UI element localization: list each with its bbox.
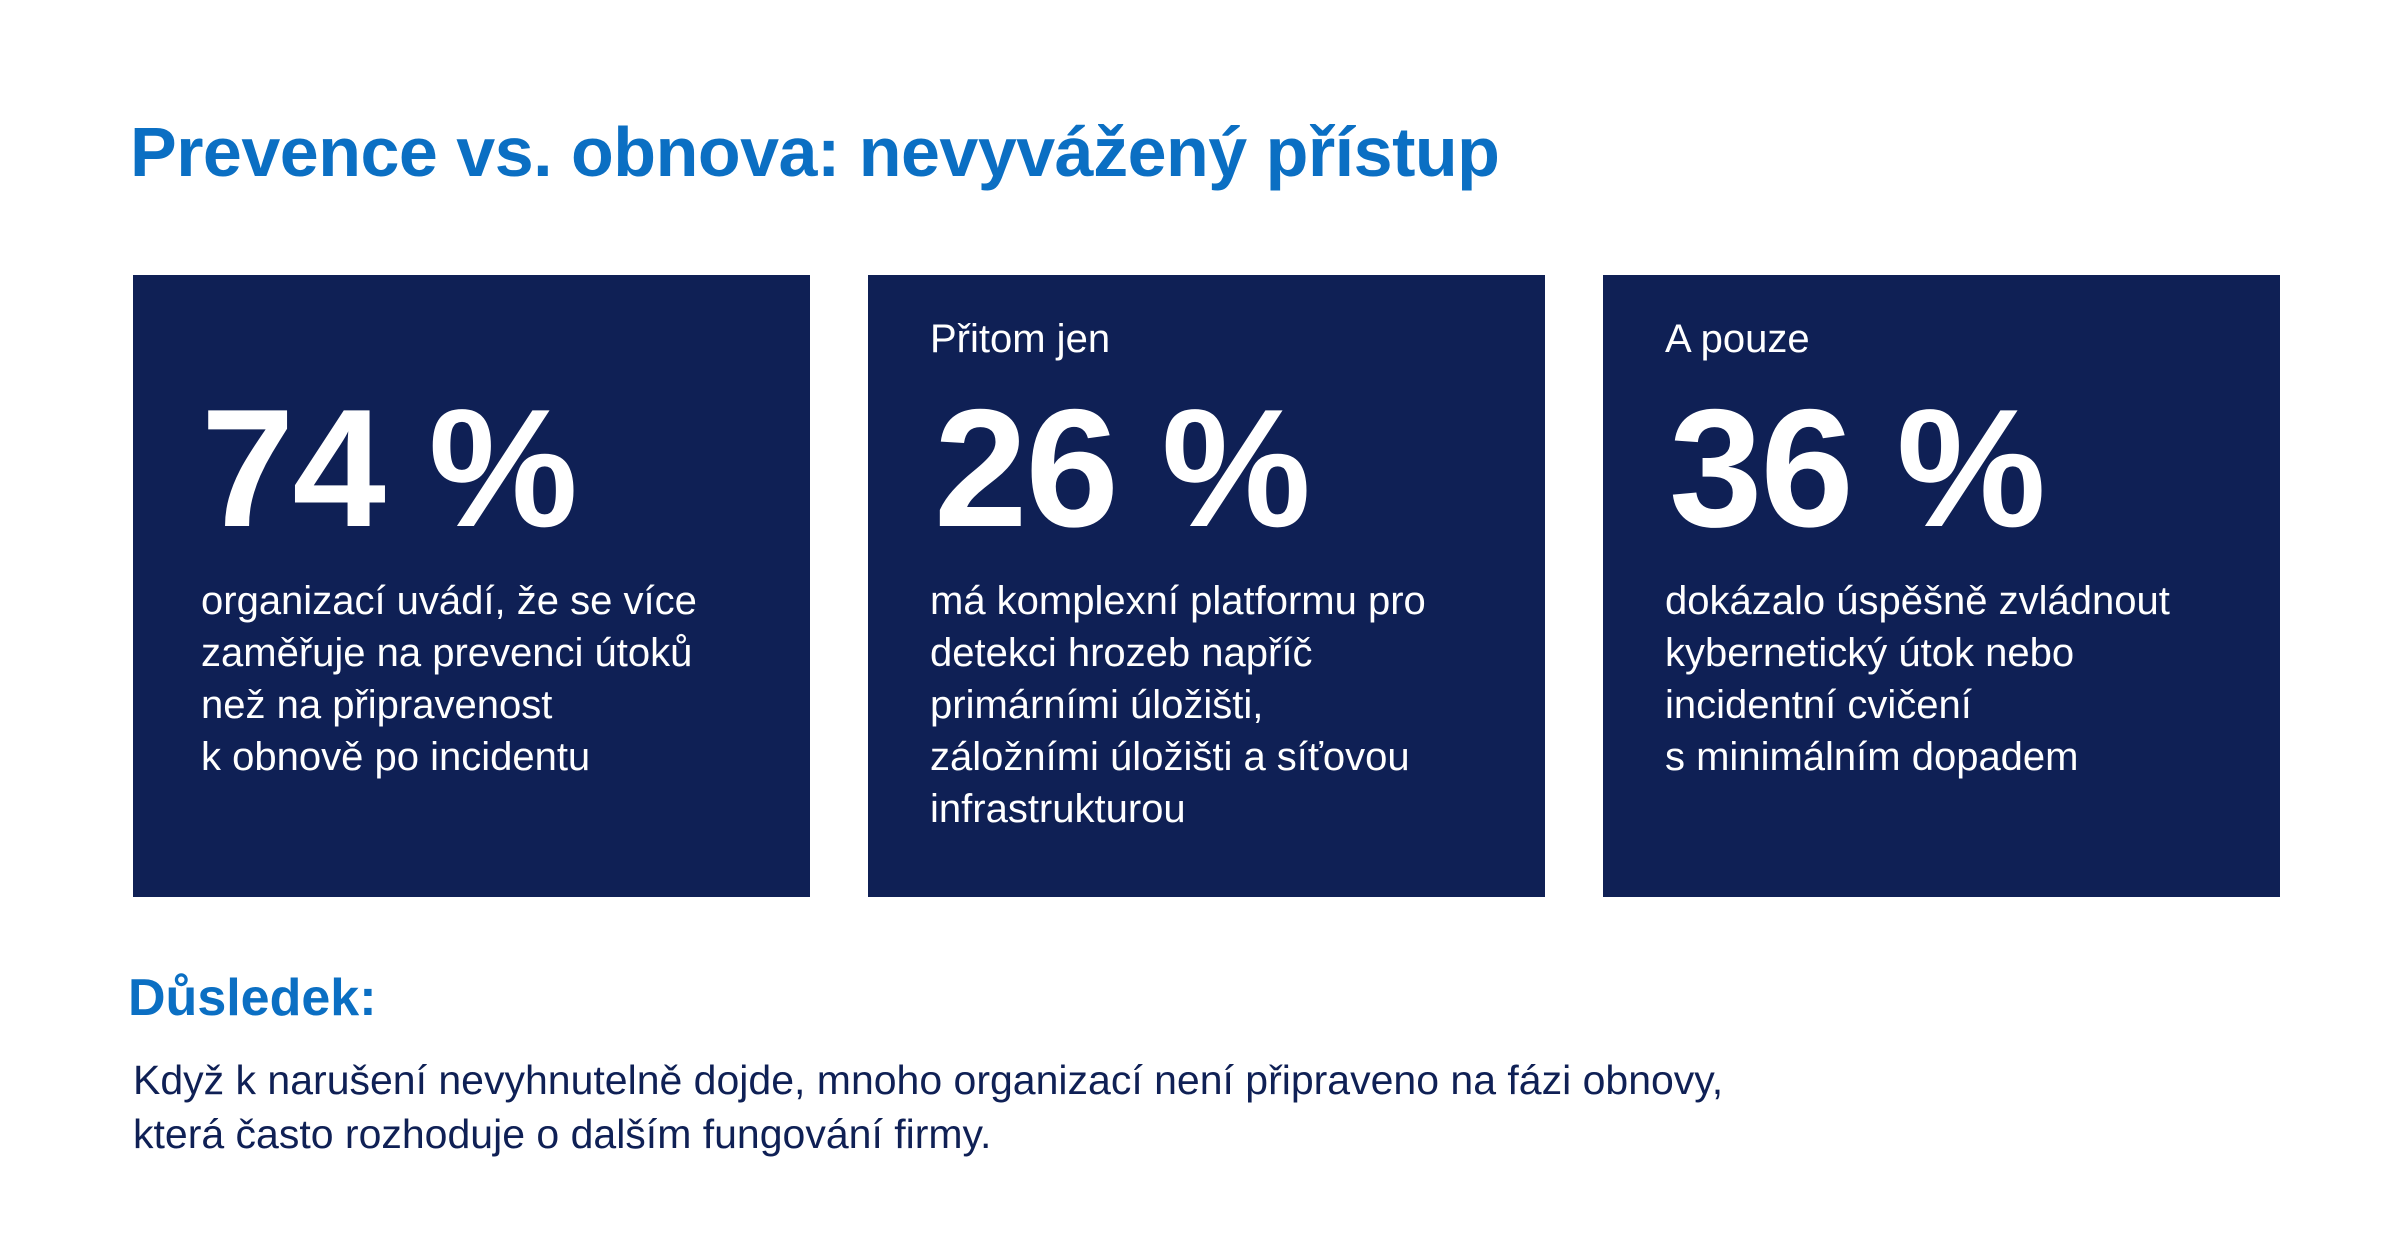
consequence-text-line: která často rozhoduje o dalším fungování… bbox=[133, 1111, 992, 1157]
consequence-text-line: Když k narušení nevyhnutelně dojde, mnoh… bbox=[133, 1057, 1724, 1103]
stat-description: má komplexní platformu pro detekci hroze… bbox=[930, 575, 1510, 835]
stat-description-line: infrastrukturou bbox=[930, 787, 1186, 831]
stat-description-line: má komplexní platformu pro bbox=[930, 579, 1426, 623]
stat-intro: A pouze bbox=[1665, 317, 1810, 361]
stat-description: dokázalo úspěšně zvládnout kybernetický … bbox=[1665, 575, 2245, 783]
stat-value: 36 % bbox=[1669, 374, 2046, 562]
stat-intro: Přitom jen bbox=[930, 317, 1111, 361]
stat-card-threat-detection: Přitom jen 26 % má komplexní platformu p… bbox=[868, 275, 1545, 897]
page-title: Prevence vs. obnova: nevyvážený přístup bbox=[130, 113, 1500, 191]
stat-description-line: detekci hrozeb napříč bbox=[930, 631, 1313, 675]
stat-value: 26 % bbox=[934, 374, 1311, 562]
stat-description-line: s minimálním dopadem bbox=[1665, 735, 2079, 779]
stat-description: organizací uvádí, že se více zaměřuje na… bbox=[201, 575, 781, 783]
stat-card-prevention-focus: 74 % organizací uvádí, že se více zaměřu… bbox=[133, 275, 810, 897]
stat-description-line: než na připravenost bbox=[201, 683, 553, 727]
stat-description-line: primárními úložišti, bbox=[930, 683, 1264, 727]
stat-description-line: k obnově po incidentu bbox=[201, 735, 591, 779]
consequence-heading: Důsledek: bbox=[128, 969, 377, 1027]
stat-description-line: organizací uvádí, že se více bbox=[201, 579, 697, 623]
stat-description-line: záložními úložišti a síťovou bbox=[930, 735, 1410, 779]
stat-value: 74 % bbox=[201, 374, 578, 562]
stat-description-line: dokázalo úspěšně zvládnout bbox=[1665, 579, 2170, 623]
stat-description-line: kybernetický útok nebo bbox=[1665, 631, 2075, 675]
stat-description-line: incidentní cvičení bbox=[1665, 683, 1972, 727]
stat-cards: 74 % organizací uvádí, že se více zaměřu… bbox=[133, 275, 2281, 897]
stat-card-recovery-success: A pouze 36 % dokázalo úspěšně zvládnout … bbox=[1603, 275, 2280, 897]
stat-description-line: zaměřuje na prevenci útoků bbox=[201, 631, 693, 675]
consequence-text: Když k narušení nevyhnutelně dojde, mnoh… bbox=[133, 1053, 2033, 1161]
